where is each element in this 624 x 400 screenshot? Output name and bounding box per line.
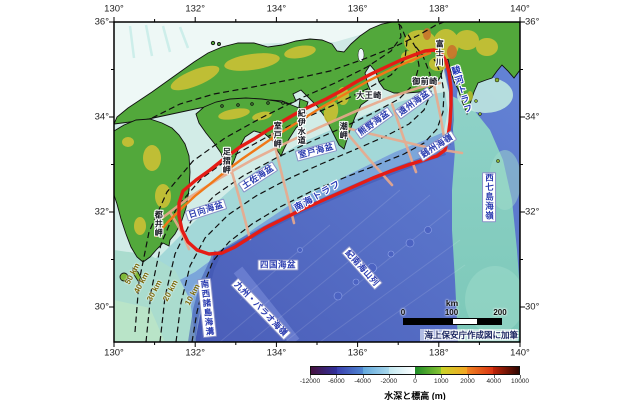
lon-label-top: 132° — [185, 3, 206, 15]
lon-label-top: 130° — [104, 3, 124, 15]
coastal-segment-line — [154, 51, 432, 238]
elevation-colorbar: -12000 -6000 -4000 -2000 0 1000 2000 4000 10000 … — [300, 366, 529, 400]
teal-mottle — [465, 266, 520, 334]
island-tanegashima — [132, 267, 143, 282]
seafloor-texture — [219, 189, 466, 342]
sw-corner-bank — [114, 300, 165, 342]
kii-channel-label: 紀伊水道 — [297, 109, 307, 145]
sea-streaks — [128, 24, 190, 59]
toi-cape-label: 都井岬 — [154, 210, 164, 238]
shionomisaki-cape-label: 潮岬 — [339, 122, 349, 140]
slope-band — [114, 92, 448, 290]
colorbar-tick-label: 0 — [413, 378, 417, 385]
scale-bar-number: 100 — [444, 308, 459, 317]
colorbar-segment — [363, 367, 389, 374]
muroto-cape-label: 室戸岬 — [273, 121, 283, 149]
colorbar-ticks — [310, 375, 521, 378]
scale-bar-segment — [476, 319, 501, 324]
lat-label-left: 34° — [94, 111, 109, 123]
island-yakushima — [119, 272, 129, 282]
island-oki — [210, 40, 216, 46]
scale-bar-number: 0 — [400, 308, 406, 317]
omaezaki-cape-label: 御前崎 — [412, 76, 438, 86]
lon-label-bottom: 134° — [266, 347, 287, 359]
inland-sea-islets — [220, 101, 285, 108]
colorbar-gradient — [310, 366, 520, 375]
island-oki-2 — [217, 42, 221, 46]
lat-label-right: 36° — [525, 16, 540, 28]
colorbar-segment — [389, 367, 415, 374]
scale-bar-segment — [452, 319, 477, 324]
colorbar-segment — [337, 367, 363, 374]
lower-slope-band — [114, 132, 446, 342]
colorbar-segment — [311, 367, 337, 374]
fuji-river-label: 富士川 — [435, 39, 445, 67]
land-kyushu — [114, 118, 191, 263]
scale-bar-unit: km — [445, 298, 459, 308]
lon-label-bottom: 136° — [347, 347, 368, 359]
colorbar-segment — [493, 367, 519, 374]
lat-label-left: 32° — [94, 206, 109, 218]
colorbar-tick-labels: -12000 -6000 -4000 -2000 0 1000 2000 4000 10000 — [300, 378, 529, 386]
lat-label-left: 36° — [94, 16, 109, 28]
colorbar-tick-label: -12000 — [299, 378, 321, 385]
lon-label-bottom: 130° — [104, 347, 124, 359]
shikoku-basin-label: 四国海盆 — [257, 259, 299, 271]
ashizuri-cape-label: 足摺岬 — [222, 147, 232, 175]
colorbar-segment — [467, 367, 493, 374]
colorbar-segment — [441, 367, 467, 374]
colorbar-segment — [415, 367, 441, 374]
colorbar-tick-label: -6000 — [327, 378, 345, 385]
kinan-seamounts — [297, 226, 432, 301]
colorbar-tick-label: 1000 — [434, 378, 449, 385]
axis-ticks — [109, 17, 525, 347]
lat-label-right: 34° — [525, 111, 540, 123]
lon-label-bottom: 140° — [510, 347, 530, 359]
nishi-shichito-ridge-label: 西七島海嶺 — [482, 172, 496, 222]
lat-label-right: 32° — [525, 206, 540, 218]
daiozaki-cape-label: 大王崎 — [356, 90, 382, 100]
colorbar-tick-label: -4000 — [354, 378, 371, 385]
lat-label-right: 30° — [525, 301, 540, 313]
colorbar-title: 水深と標高 (m) — [384, 391, 446, 400]
scale-bar: km 0 100 200 — [396, 298, 508, 325]
map-credit: 海上保安庁作成図に加筆 — [420, 329, 518, 341]
scale-bar-graphic — [403, 318, 502, 325]
lon-label-top: 140° — [510, 3, 530, 15]
colorbar-tick-label: 2000 — [460, 378, 475, 385]
teal-mottle-2 — [489, 150, 520, 210]
lake-biwa — [357, 48, 365, 62]
scale-bar-number: 200 — [493, 308, 507, 317]
lon-label-bottom: 132° — [185, 347, 206, 359]
lon-label-top: 134° — [266, 3, 287, 15]
colorbar-tick-label: 10000 — [510, 378, 530, 385]
lon-label-top: 136° — [347, 3, 368, 15]
lon-label-bottom: 138° — [428, 347, 449, 359]
colorbar-tick-label: 4000 — [486, 378, 501, 385]
rupture-zone-outline — [177, 48, 453, 256]
lat-label-left: 30° — [94, 301, 109, 313]
scale-bar-numbers: 0 100 200 — [396, 308, 508, 318]
colorbar-tick-label: -2000 — [380, 378, 398, 385]
scale-bar-segment — [404, 319, 453, 324]
shikoku-basin-floor — [195, 56, 520, 342]
lon-label-top: 138° — [428, 3, 449, 15]
izu-islands — [474, 77, 500, 163]
slab-depth-contours — [134, 22, 445, 342]
